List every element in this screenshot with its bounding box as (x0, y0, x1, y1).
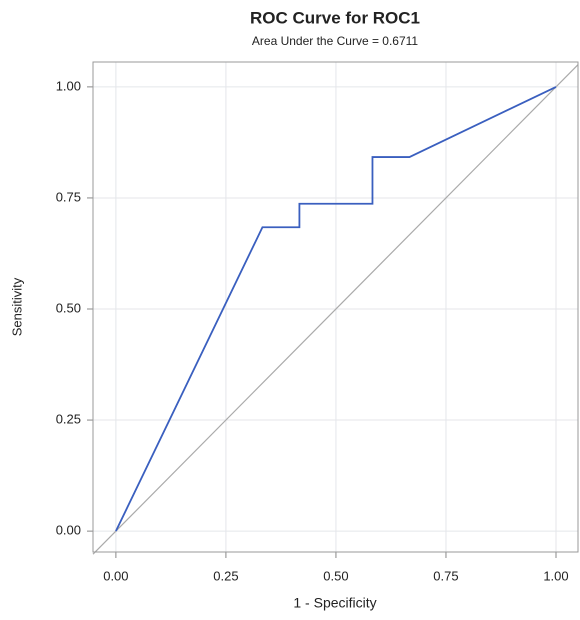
y-tick-label: 0.75 (56, 189, 81, 204)
x-tick-label: 0.75 (433, 568, 458, 583)
y-tick-label: 1.00 (56, 78, 81, 93)
x-tick-label: 0.25 (213, 568, 238, 583)
x-axis-label: 1 - Specificity (293, 595, 376, 611)
chart-title: ROC Curve for ROC1 (250, 8, 420, 27)
y-tick-label: 0.00 (56, 523, 81, 538)
y-axis-label: Sensitivity (9, 277, 24, 336)
plot-frame (92, 61, 579, 553)
x-tick-label: 0.50 (323, 568, 348, 583)
roc-curve (115, 86, 557, 532)
reference-line (92, 64, 579, 555)
y-tick-label: 0.50 (56, 300, 81, 315)
y-tick-label: 0.25 (56, 411, 81, 426)
x-tick-label: 0.00 (103, 568, 128, 583)
chart-subtitle: Area Under the Curve = 0.6711 (252, 34, 419, 48)
x-tick-label: 1.00 (543, 568, 568, 583)
